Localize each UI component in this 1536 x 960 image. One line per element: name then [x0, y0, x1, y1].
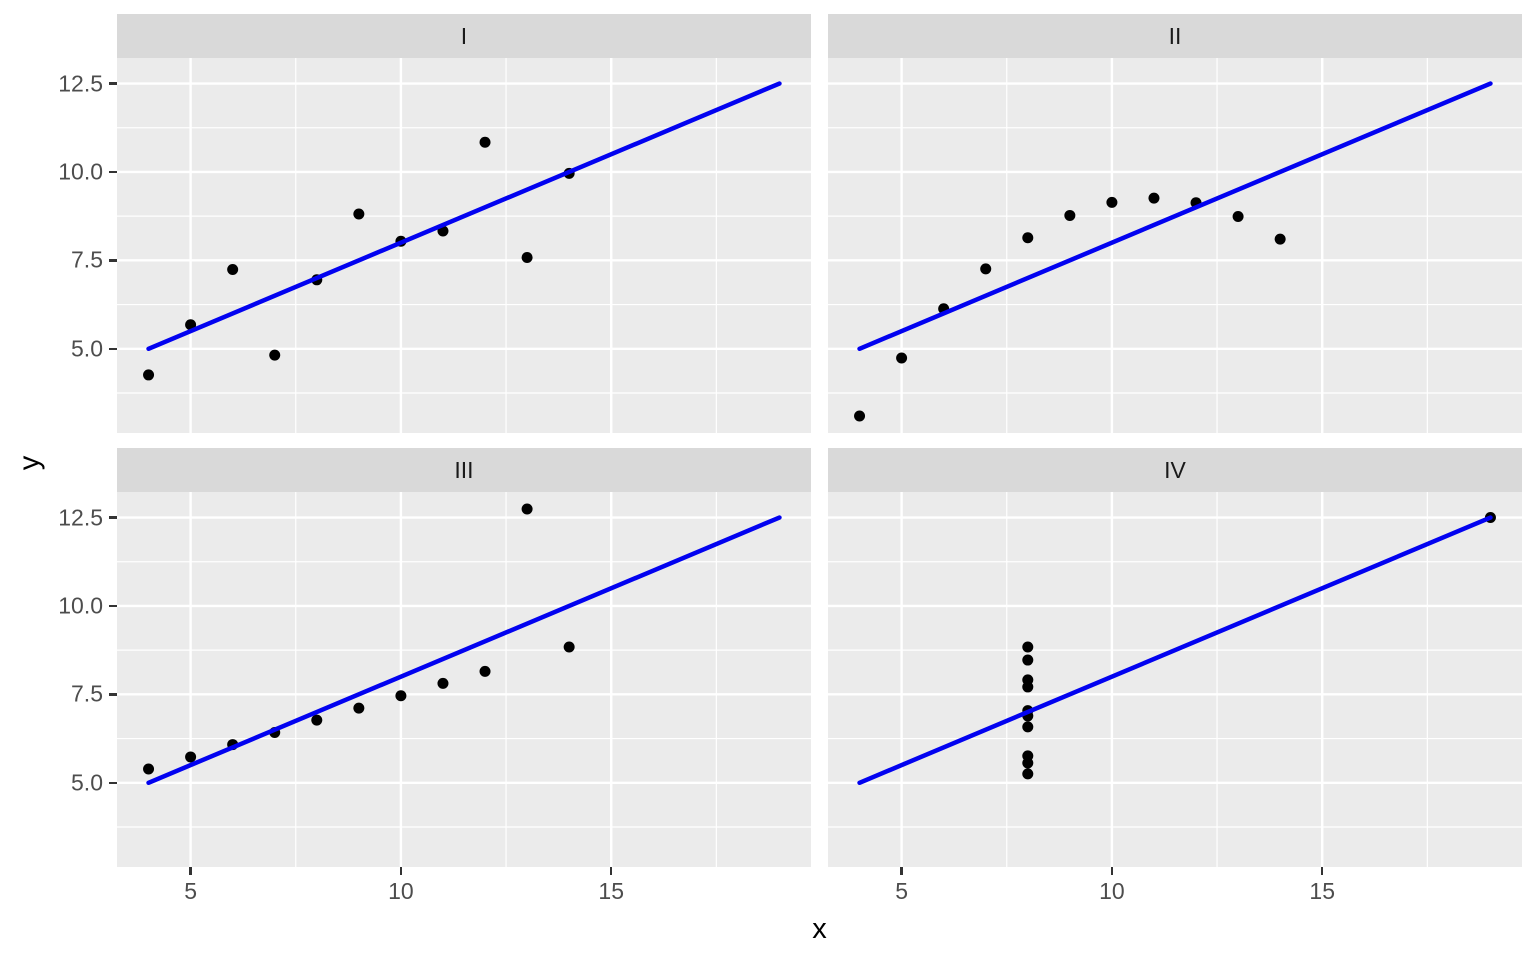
y-axis-title: y — [13, 455, 46, 470]
y-tick-label: 10.0 — [58, 158, 103, 185]
y-tick-mark — [109, 259, 117, 262]
x-tick-mark — [610, 867, 613, 875]
facet-panel — [117, 492, 811, 867]
data-point — [227, 264, 239, 276]
y-tick-label: 5.0 — [71, 335, 103, 362]
regression-line — [857, 81, 1493, 352]
facet-panel-canvas — [828, 492, 1522, 867]
regression-line — [857, 515, 1493, 786]
facet-panel-canvas — [117, 492, 811, 867]
data-point — [980, 263, 992, 275]
x-tick-mark — [399, 867, 403, 875]
data-point — [479, 136, 491, 148]
x-tick-label: 5 — [895, 878, 908, 904]
facet-panel — [117, 58, 811, 433]
data-point — [1148, 192, 1160, 204]
x-tick-label: 10 — [1099, 878, 1125, 904]
x-tick-mark — [189, 867, 192, 875]
facet-strip: I — [117, 14, 811, 58]
data-point — [1022, 674, 1034, 686]
facet-panel-canvas — [828, 58, 1522, 433]
data-point — [1232, 211, 1244, 223]
facet-strip-label: IV — [1164, 456, 1186, 483]
y-tick-mark — [109, 604, 117, 608]
data-point — [1022, 654, 1034, 666]
data-point — [1064, 209, 1076, 221]
x-tick-label: 10 — [388, 878, 414, 904]
y-tick-label: 12.5 — [58, 504, 103, 531]
x-tick-mark — [900, 867, 903, 875]
regression-line — [146, 515, 782, 786]
x-tick-label: 15 — [598, 878, 624, 904]
x-axis-title: x — [812, 913, 827, 945]
data-point — [563, 641, 575, 653]
data-point — [311, 714, 323, 726]
data-point — [353, 208, 365, 220]
y-tick-mark — [109, 170, 117, 174]
y-tick-label: 12.5 — [58, 70, 103, 97]
facet-strip-label: II — [1168, 22, 1182, 49]
facet-strip: III — [117, 448, 811, 492]
facet-panel — [828, 58, 1522, 433]
data-point — [1274, 233, 1286, 245]
data-point — [395, 690, 407, 702]
data-point — [185, 751, 197, 763]
y-tick-mark — [109, 516, 117, 519]
data-point — [896, 352, 908, 364]
data-point — [1022, 641, 1034, 653]
facet-strip-label: III — [454, 456, 474, 483]
y-tick-mark — [109, 347, 117, 350]
data-point — [854, 410, 866, 422]
x-tick-mark — [1321, 867, 1324, 875]
data-point — [1022, 721, 1034, 733]
x-tick-label: 15 — [1309, 878, 1335, 904]
y-tick-label: 5.0 — [71, 769, 103, 796]
x-tick-label: 5 — [184, 878, 197, 904]
data-point — [1022, 750, 1034, 762]
facet-panel-canvas — [117, 58, 811, 433]
x-tick-mark — [1110, 867, 1114, 875]
facet-strip: IV — [828, 448, 1522, 492]
regression-line — [146, 81, 782, 352]
y-tick-label: 7.5 — [71, 680, 103, 707]
data-point — [1022, 768, 1034, 780]
y-tick-mark — [109, 781, 117, 784]
data-point — [185, 319, 197, 331]
facet-strip: II — [828, 14, 1522, 58]
data-point — [521, 252, 533, 264]
y-tick-mark — [109, 693, 117, 696]
facet-strip-label: I — [460, 22, 468, 49]
data-point — [353, 702, 365, 714]
data-point — [1022, 232, 1034, 244]
facet-panel — [828, 492, 1522, 867]
data-point — [521, 503, 533, 515]
data-point — [143, 763, 155, 775]
data-point — [1106, 196, 1118, 208]
y-tick-mark — [109, 82, 117, 85]
data-point — [269, 349, 281, 361]
data-point — [437, 677, 449, 689]
y-tick-label: 10.0 — [58, 592, 103, 619]
y-tick-label: 7.5 — [71, 246, 103, 273]
data-point — [143, 369, 155, 381]
data-point — [479, 665, 491, 677]
